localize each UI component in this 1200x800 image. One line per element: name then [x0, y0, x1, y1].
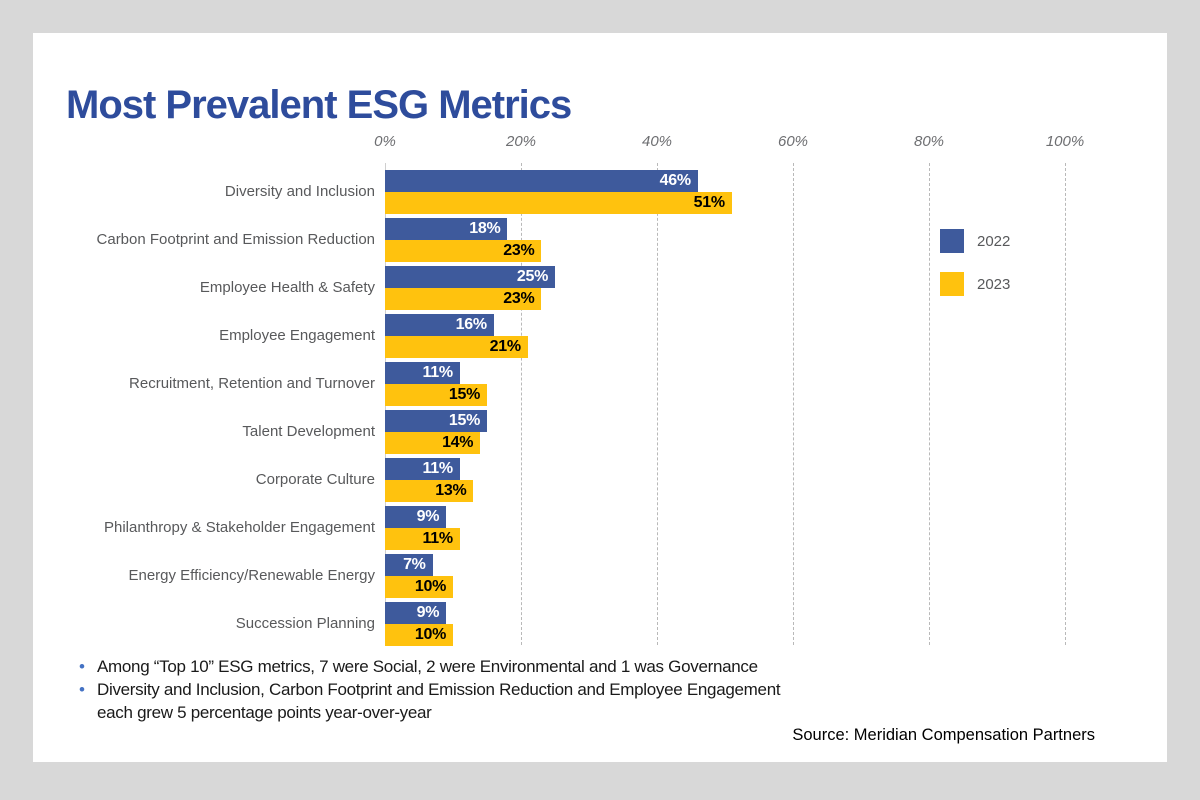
page-title: Most Prevalent ESG Metrics	[66, 82, 572, 127]
bar-value-label: 14%	[442, 434, 474, 451]
footnote-item: • Among “Top 10” ESG metrics, 7 were Soc…	[79, 655, 789, 678]
bar-2022: 11%	[385, 362, 460, 384]
bar-value-label: 11%	[422, 460, 454, 477]
axis-tick-label: 60%	[777, 133, 809, 150]
bar-2022: 16%	[385, 314, 494, 336]
bar-2023: 23%	[385, 288, 542, 310]
bar-2022: 18%	[385, 218, 508, 240]
bar-2022: 25%	[385, 266, 555, 288]
bar-2022: 46%	[385, 170, 698, 192]
bar-value-label: 15%	[448, 386, 480, 403]
bar-value-label: 13%	[435, 482, 467, 499]
category-label: Employee Health & Safety	[199, 279, 375, 296]
category-label: Succession Planning	[235, 615, 375, 632]
legend-item-2022: 2022	[940, 229, 1010, 253]
gridline	[657, 163, 658, 645]
footnote-text: Diversity and Inclusion, Carbon Footprin…	[97, 680, 781, 722]
bar-value-label: 11%	[422, 364, 454, 381]
category-label: Carbon Footprint and Emission Reduction	[96, 231, 375, 248]
axis-tick-label: 20%	[505, 133, 537, 150]
axis-tick-label: 80%	[913, 133, 945, 150]
bar-2023: 11%	[385, 528, 460, 550]
bar-2022: 9%	[385, 506, 447, 528]
source-attribution: Source: Meridian Compensation Partners	[792, 726, 1095, 744]
category-label: Philanthropy & Stakeholder Engagement	[103, 519, 375, 536]
bullet-icon: •	[79, 657, 85, 676]
bar-2023: 13%	[385, 480, 474, 502]
bar-value-label: 18%	[469, 220, 501, 237]
category-label: Employee Engagement	[219, 327, 375, 344]
bar-2023: 10%	[385, 576, 453, 598]
gridline	[929, 163, 930, 645]
bar-value-label: 10%	[414, 578, 446, 595]
gridline	[521, 163, 522, 645]
bullet-icon: •	[79, 680, 85, 699]
category-label: Talent Development	[242, 423, 375, 440]
bar-value-label: 16%	[455, 316, 487, 333]
bar-2023: 14%	[385, 432, 481, 454]
bar-value-label: 9%	[416, 508, 440, 525]
bar-value-label: 51%	[693, 194, 725, 211]
legend-item-2023: 2023	[940, 272, 1010, 296]
bar-value-label: 23%	[503, 242, 535, 259]
bar-value-label: 25%	[516, 268, 548, 285]
axis-tick-label: 40%	[641, 133, 673, 150]
bar-2022: 7%	[385, 554, 433, 576]
legend: 2022 2023	[940, 229, 1010, 296]
legend-swatch-2023-icon	[940, 272, 964, 296]
gridline	[793, 163, 794, 645]
footnote-text: Among “Top 10” ESG metrics, 7 were Socia…	[97, 657, 758, 676]
bar-2022: 11%	[385, 458, 460, 480]
footnotes: • Among “Top 10” ESG metrics, 7 were Soc…	[79, 655, 789, 724]
bar-value-label: 46%	[659, 172, 691, 189]
bar-2023: 21%	[385, 336, 528, 358]
bar-value-label: 9%	[416, 604, 440, 621]
bar-value-label: 7%	[403, 556, 426, 573]
category-label: Corporate Culture	[255, 471, 375, 488]
chart-card: Most Prevalent ESG Metrics 0% 20% 40% 60% 80…	[33, 33, 1167, 762]
bar-2023: 15%	[385, 384, 487, 406]
bar-value-label: 23%	[503, 290, 535, 307]
bar-value-label: 21%	[489, 338, 521, 355]
category-label: Energy Efficiency/Renewable Energy	[128, 567, 375, 584]
legend-swatch-2022-icon	[940, 229, 964, 253]
gridline	[1065, 163, 1066, 645]
bar-value-label: 11%	[422, 530, 454, 547]
legend-label-2023: 2023	[977, 275, 1011, 293]
axis-tick-label: 0%	[374, 133, 396, 150]
category-label: Diversity and Inclusion	[224, 183, 375, 200]
bar-2023: 51%	[385, 192, 732, 214]
bar-value-label: 15%	[448, 412, 480, 429]
bar-2022: 15%	[385, 410, 487, 432]
legend-label-2022: 2022	[977, 232, 1011, 250]
footnote-item: • Diversity and Inclusion, Carbon Footpr…	[79, 678, 789, 724]
bar-value-label: 10%	[414, 626, 446, 643]
axis-tick-label: 100%	[1045, 133, 1085, 150]
bar-2022: 9%	[385, 602, 447, 624]
category-label: Recruitment, Retention and Turnover	[129, 375, 375, 392]
bar-2023: 23%	[385, 240, 542, 262]
bar-2023: 10%	[385, 624, 453, 646]
